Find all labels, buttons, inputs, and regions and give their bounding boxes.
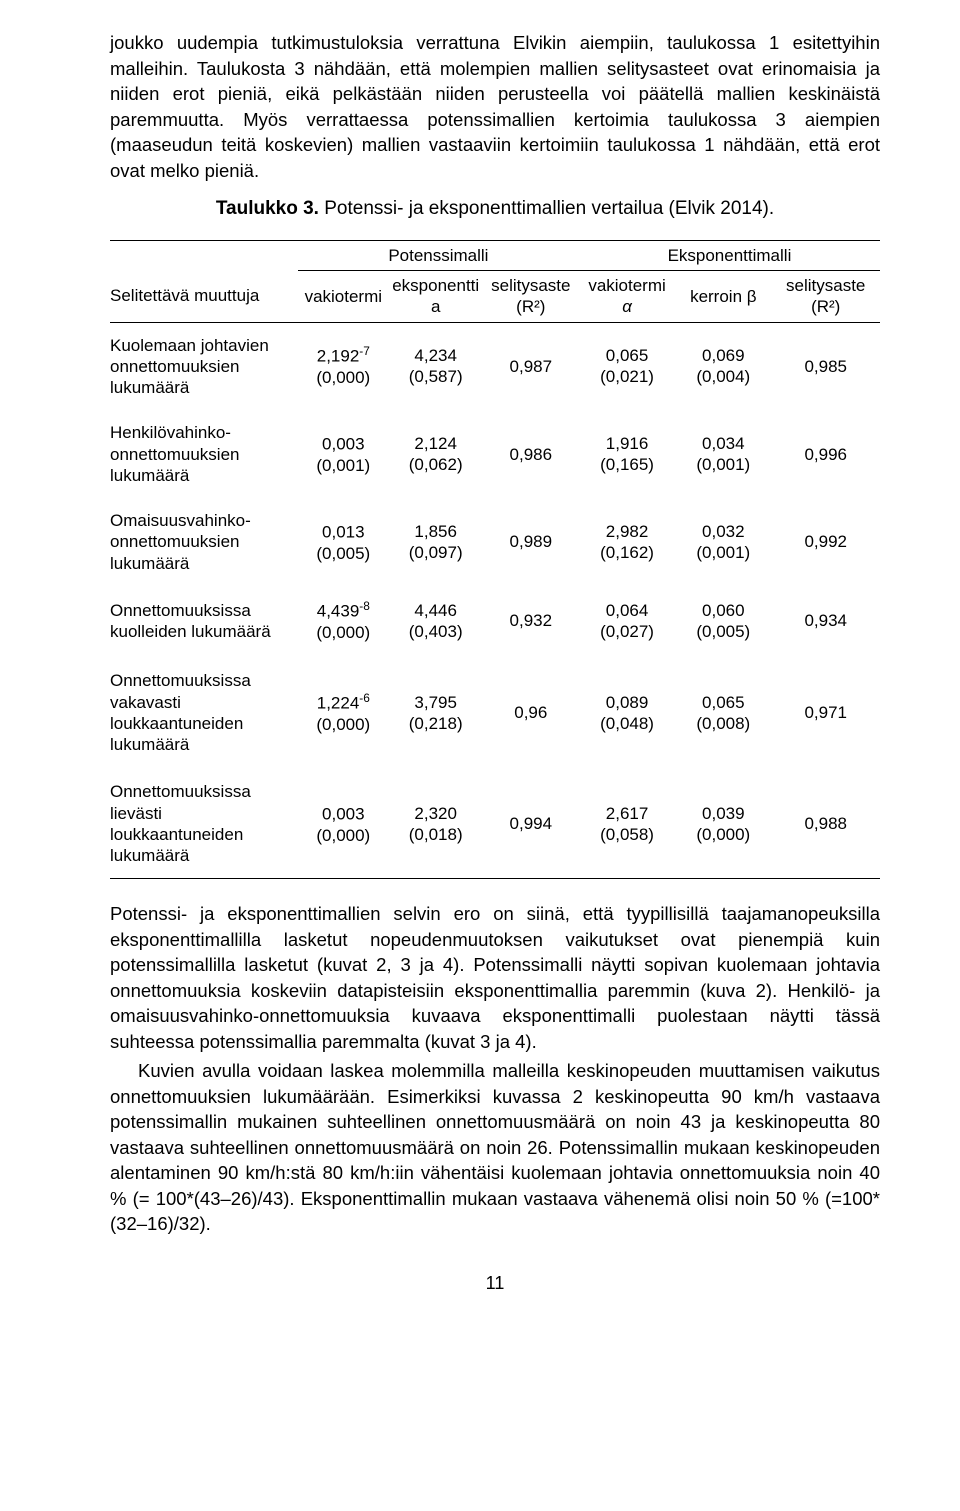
row-r2-power: 0,987: [483, 322, 579, 410]
row-eksponentti: 2,320(0,018): [389, 769, 483, 879]
row-r2-power: 0,96: [483, 656, 579, 769]
header-col-var: Selitettävä muuttuja: [110, 271, 298, 323]
row-r2-exp: 0,934: [771, 586, 880, 657]
header-row-cols: Selitettävä muuttuja vakiotermi eksponen…: [110, 271, 880, 323]
row-beta: 0,060(0,005): [675, 586, 771, 657]
row-r2-exp: 0,996: [771, 410, 880, 498]
row-label: Onnettomuuksissa vakavasti loukkaantunei…: [110, 656, 298, 769]
row-beta: 0,039(0,000): [675, 769, 771, 879]
row-alpha: 2,617(0,058): [579, 769, 675, 879]
row-r2-power: 0,994: [483, 769, 579, 879]
row-r2-power: 0,989: [483, 498, 579, 586]
row-r2-exp: 0,971: [771, 656, 880, 769]
header-group-exp: Eksponenttimalli: [579, 240, 880, 270]
row-r2-exp: 0,988: [771, 769, 880, 879]
row-label: Onnettomuuksissa kuolleiden lukumäärä: [110, 586, 298, 657]
row-vakiotermi: 4,439-8 (0,000): [298, 586, 389, 657]
data-table: Potenssimalli Eksponenttimalli Selitettä…: [110, 240, 880, 880]
row-alpha: 0,089(0,048): [579, 656, 675, 769]
row-vakiotermi: 0,013 (0,005): [298, 498, 389, 586]
row-eksponentti: 4,234(0,587): [389, 322, 483, 410]
row-r2-exp: 0,985: [771, 322, 880, 410]
table-row: Onnettomuuksissa lievästi loukkaantuneid…: [110, 769, 880, 879]
page: joukko uudempia tutkimustuloksia verratt…: [0, 0, 960, 1511]
row-alpha: 0,065(0,021): [579, 322, 675, 410]
row-vakiotermi: 2,192-7 (0,000): [298, 322, 389, 410]
row-r2-exp: 0,992: [771, 498, 880, 586]
row-alpha: 0,064(0,027): [579, 586, 675, 657]
row-alpha: 1,916(0,165): [579, 410, 675, 498]
row-eksponentti: 2,124(0,062): [389, 410, 483, 498]
table-row: Onnettomuuksissa vakavasti loukkaantunei…: [110, 656, 880, 769]
row-label: Omaisuusvahinko-onnettomuuksien lukumäär…: [110, 498, 298, 586]
row-beta: 0,065(0,008): [675, 656, 771, 769]
header-col-beta: kerroin β: [675, 271, 771, 323]
table-title-bold: Taulukko 3.: [216, 198, 319, 219]
table-title: Taulukko 3. Potenssi- ja eksponenttimall…: [110, 197, 880, 222]
after-paragraph-2: Kuvien avulla voidaan laskea molemmilla …: [110, 1058, 880, 1237]
row-r2-power: 0,986: [483, 410, 579, 498]
table-row: Onnettomuuksissa kuolleiden lukumäärä 4,…: [110, 586, 880, 657]
row-label: Henkilövahinko-onnettomuuksien lukumäärä: [110, 410, 298, 498]
row-vakiotermi: 1,224-6 (0,000): [298, 656, 389, 769]
table-title-rest: Potenssi- ja eksponenttimallien vertailu…: [319, 198, 774, 219]
table-row: Kuolemaan johtavien onnettomuuksien luku…: [110, 322, 880, 410]
header-col-r2-exp: selitysaste (R²): [771, 271, 880, 323]
row-vakiotermi: 0,003 (0,001): [298, 410, 389, 498]
row-r2-power: 0,932: [483, 586, 579, 657]
row-eksponentti: 4,446(0,403): [389, 586, 483, 657]
row-beta: 0,034(0,001): [675, 410, 771, 498]
row-eksponentti: 1,856(0,097): [389, 498, 483, 586]
table-row: Omaisuusvahinko-onnettomuuksien lukumäär…: [110, 498, 880, 586]
header-col-alpha: vakiotermi α: [579, 271, 675, 323]
header-col-r2-power: selitysaste (R²): [483, 271, 579, 323]
row-beta: 0,032(0,001): [675, 498, 771, 586]
after-paragraph-1: Potenssi- ja eksponenttimallien selvin e…: [110, 901, 880, 1054]
row-label: Onnettomuuksissa lievästi loukkaantuneid…: [110, 769, 298, 879]
page-number: 11: [110, 1273, 880, 1294]
row-label: Kuolemaan johtavien onnettomuuksien luku…: [110, 322, 298, 410]
row-beta: 0,069(0,004): [675, 322, 771, 410]
header-col-vakiotermi: vakiotermi: [298, 271, 389, 323]
intro-paragraph: joukko uudempia tutkimustuloksia verratt…: [110, 30, 880, 183]
row-vakiotermi: 0,003 (0,000): [298, 769, 389, 879]
row-alpha: 2,982(0,162): [579, 498, 675, 586]
row-eksponentti: 3,795(0,218): [389, 656, 483, 769]
header-group-power: Potenssimalli: [298, 240, 579, 270]
header-col-eksponentti: eksponentti a: [389, 271, 483, 323]
header-row-groups: Potenssimalli Eksponenttimalli: [110, 240, 880, 270]
table-row: Henkilövahinko-onnettomuuksien lukumäärä…: [110, 410, 880, 498]
